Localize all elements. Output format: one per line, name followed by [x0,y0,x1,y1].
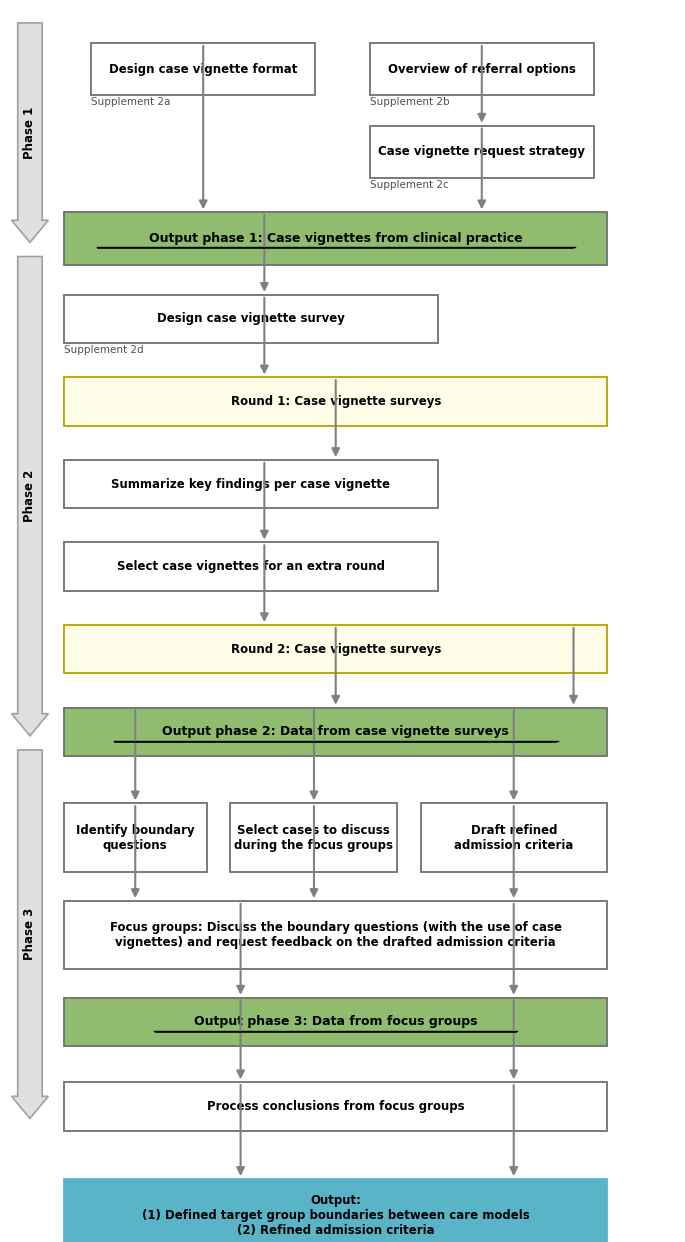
Text: Supplement 2b: Supplement 2b [370,97,449,107]
FancyBboxPatch shape [64,804,207,872]
Text: Focus groups: Discuss the boundary questions (with the use of case
vignettes) an: Focus groups: Discuss the boundary quest… [110,922,562,949]
Text: Output:
(1) Defined target group boundaries between care models
(2) Refined admi: Output: (1) Defined target group boundar… [142,1194,530,1237]
FancyBboxPatch shape [64,294,438,343]
Text: Phase 2: Phase 2 [23,469,36,523]
Polygon shape [12,257,49,735]
Text: Output phase 1: Case vignettes from clinical practice: Output phase 1: Case vignettes from clin… [149,232,523,245]
Text: Select case vignettes for an extra round: Select case vignettes for an extra round [116,560,385,573]
FancyBboxPatch shape [64,900,608,970]
Text: Phase 3: Phase 3 [23,908,36,960]
FancyBboxPatch shape [64,708,608,756]
FancyBboxPatch shape [64,1082,608,1130]
Text: Summarize key findings per case vignette: Summarize key findings per case vignette [111,478,390,491]
FancyBboxPatch shape [230,804,397,872]
Polygon shape [12,22,49,242]
Text: Round 2: Case vignette surveys: Round 2: Case vignette surveys [231,642,441,656]
Text: Process conclusions from focus groups: Process conclusions from focus groups [207,1100,464,1113]
FancyBboxPatch shape [421,804,608,872]
Text: Supplement 2c: Supplement 2c [370,180,449,190]
FancyBboxPatch shape [370,125,594,178]
Text: Output phase 3: Data from focus groups: Output phase 3: Data from focus groups [194,1015,477,1028]
FancyBboxPatch shape [64,378,608,426]
FancyBboxPatch shape [64,997,608,1046]
Text: Phase 1: Phase 1 [23,107,36,159]
Text: Design case vignette format: Design case vignette format [109,63,297,76]
FancyBboxPatch shape [64,212,608,265]
Text: Draft refined
admission criteria: Draft refined admission criteria [454,823,574,852]
FancyBboxPatch shape [370,43,594,96]
Text: Supplement 2d: Supplement 2d [64,345,144,355]
Text: Round 1: Case vignette surveys: Round 1: Case vignette surveys [231,395,441,409]
Text: Identify boundary
questions: Identify boundary questions [76,823,195,852]
FancyBboxPatch shape [64,543,438,591]
Text: Overview of referral options: Overview of referral options [388,63,575,76]
FancyBboxPatch shape [64,625,608,673]
FancyBboxPatch shape [64,1179,608,1242]
Polygon shape [12,750,49,1119]
Text: Output phase 2: Data from case vignette surveys: Output phase 2: Data from case vignette … [162,725,509,738]
Text: Supplement 2a: Supplement 2a [91,97,171,107]
Text: Design case vignette survey: Design case vignette survey [157,313,345,325]
FancyBboxPatch shape [91,43,315,96]
Text: Case vignette request strategy: Case vignette request strategy [378,145,585,158]
Text: Select cases to discuss
during the focus groups: Select cases to discuss during the focus… [234,823,393,852]
FancyBboxPatch shape [64,460,438,508]
